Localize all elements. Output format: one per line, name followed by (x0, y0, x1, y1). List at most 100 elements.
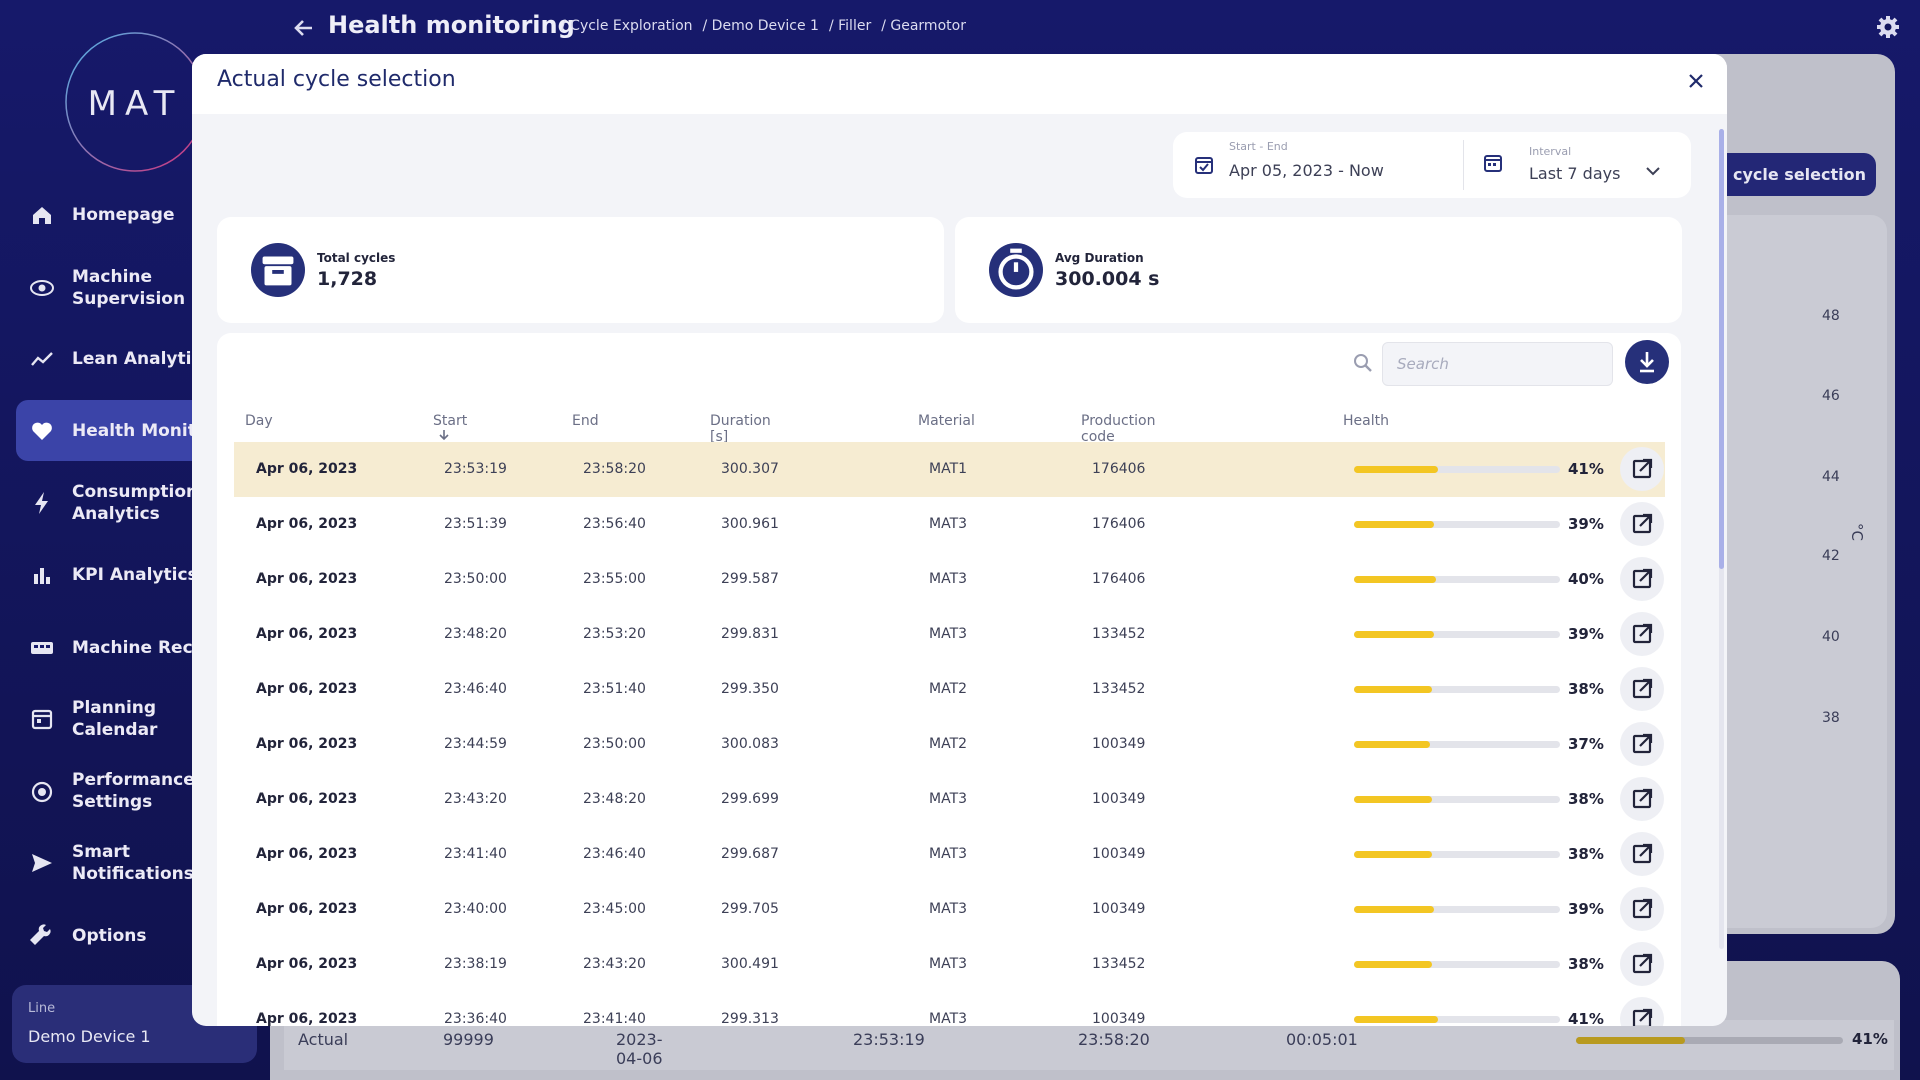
nav-item[interactable]: Consumption Analytics (72, 481, 198, 525)
health-track (1354, 906, 1560, 913)
column-header[interactable]: Day (245, 413, 273, 429)
breadcrumbs: / Cycle Exploration / Demo Device 1 / Fill… (561, 18, 966, 34)
table-row[interactable]: Apr 06, 2023 23:53:19 23:58:20 300.307 MAT1 1… (234, 442, 1665, 498)
table-cell: Apr 06, 2023 (256, 791, 358, 807)
health-label: 38% (1568, 955, 1604, 973)
health-bar (1354, 631, 1435, 638)
open-button[interactable] (1620, 612, 1664, 656)
breadcrumb[interactable]: / Gearmotor (881, 18, 966, 34)
table-row[interactable]: Apr 06, 2023 23:48:20 23:53:20 299.831 MAT3 1… (234, 607, 1665, 663)
search-box[interactable]: Search (1382, 342, 1613, 386)
table-row[interactable]: Apr 06, 2023 23:40:00 23:45:00 299.705 MAT3 1… (234, 882, 1665, 938)
breadcrumb[interactable]: / Demo Device 1 (702, 18, 819, 34)
download-button[interactable] (1625, 340, 1669, 384)
health-track (1354, 961, 1560, 968)
table-cell: Apr 06, 2023 (256, 1011, 358, 1026)
nav-label: Lean Analytics (72, 349, 212, 369)
table-cell: 100349 (1092, 736, 1146, 752)
open-button[interactable] (1620, 722, 1664, 766)
table-row[interactable]: Apr 06, 2023 23:38:19 23:43:20 300.491 MAT3 1… (234, 937, 1665, 993)
table-row[interactable]: Apr 06, 2023 23:46:40 23:51:40 299.350 MAT2 1… (234, 662, 1665, 718)
health-bar (1354, 851, 1433, 858)
settings-icon[interactable] (1876, 15, 1900, 39)
table-row[interactable]: Apr 06, 2023 23:50:00 23:55:00 299.587 MAT3 1… (234, 552, 1665, 608)
open-button[interactable] (1620, 557, 1664, 601)
nav-item[interactable]: Machine Supervision (72, 266, 185, 310)
nav-item[interactable]: KPI Analytics (72, 564, 198, 586)
stat-icon (251, 243, 305, 297)
interval-value[interactable]: Last 7 days (1529, 164, 1621, 183)
bg-cell: 99999 (443, 1030, 494, 1049)
health-bar (1354, 906, 1435, 913)
calendar-icon (1195, 157, 1213, 174)
table-cell: 23:43:20 (583, 956, 646, 972)
open-button[interactable] (1620, 997, 1664, 1026)
table-cell: 23:48:20 (583, 791, 646, 807)
health-track (1354, 686, 1560, 693)
open-button[interactable] (1620, 502, 1664, 546)
table-cell: 299.699 (721, 791, 779, 807)
health-bar (1354, 576, 1437, 583)
modal: Actual cycle selection Start - End Apr 0… (192, 54, 1727, 1026)
health-track (1354, 521, 1560, 528)
table-cell: 100349 (1092, 1011, 1146, 1026)
range-value[interactable]: Apr 05, 2023 - Now (1229, 161, 1384, 180)
table-cell: 300.307 (721, 461, 779, 477)
nav-label: Settings (72, 792, 153, 812)
open-button[interactable] (1620, 887, 1664, 931)
table-cell: 23:53:19 (444, 461, 507, 477)
column-header[interactable]: Duration [s] (710, 413, 771, 445)
health-label: 41% (1568, 1010, 1604, 1026)
nav-item[interactable]: Performance Settings (72, 769, 195, 813)
table-row[interactable]: Apr 06, 2023 23:36:40 23:41:40 299.313 MAT3 1… (234, 992, 1665, 1026)
table-cell: 133452 (1092, 626, 1146, 642)
open-button[interactable] (1620, 832, 1664, 876)
nav-item[interactable]: Lean Analytics (72, 348, 212, 370)
column-header[interactable]: Start (433, 413, 467, 445)
open-button[interactable] (1620, 777, 1664, 821)
scroll-thumb[interactable] (1719, 129, 1724, 569)
nav-label: Notifications (72, 864, 194, 884)
health-bar (1354, 741, 1431, 748)
breadcrumb[interactable]: / Filler (828, 18, 872, 34)
chevron[interactable] (1645, 165, 1661, 177)
table-cell: 299.705 (721, 901, 779, 917)
open-button[interactable] (1620, 942, 1664, 986)
open-button[interactable] (1620, 447, 1664, 491)
table-cell: 23:50:00 (583, 736, 646, 752)
line-label: Line (28, 1001, 56, 1016)
nav-icon (29, 562, 55, 592)
column-header[interactable]: Production code (1081, 413, 1156, 445)
health-bar (1354, 466, 1439, 473)
divider (1463, 140, 1464, 190)
nav-label: Planning (72, 698, 157, 718)
bg-tick-label: 42 (1822, 548, 1840, 564)
table-cell: Apr 06, 2023 (256, 681, 358, 697)
table-cell: 23:56:40 (583, 516, 646, 532)
sort-icon[interactable] (433, 429, 451, 445)
table-row[interactable]: Apr 06, 2023 23:43:20 23:48:20 299.699 MAT3 1… (234, 772, 1665, 828)
column-header[interactable]: Health (1343, 413, 1389, 429)
health-track (1354, 1016, 1560, 1023)
table-cell: 299.313 (721, 1011, 779, 1026)
column-header[interactable]: Material (918, 413, 975, 429)
nav-item[interactable]: Planning Calendar (72, 697, 157, 741)
table-cell: 23:45:00 (583, 901, 646, 917)
breadcrumb[interactable]: / Cycle Exploration (561, 18, 693, 34)
table-row[interactable]: Apr 06, 2023 23:41:40 23:46:40 299.687 MAT3 1… (234, 827, 1665, 883)
back-arrow[interactable] (292, 16, 316, 40)
table-cell: 23:58:20 (583, 461, 646, 477)
open-button[interactable] (1620, 667, 1664, 711)
table-row[interactable]: Apr 06, 2023 23:44:59 23:50:00 300.083 MAT2 1… (234, 717, 1665, 773)
close-button[interactable] (1686, 71, 1706, 91)
nav-item[interactable]: Options (72, 925, 146, 947)
nav-item[interactable]: Smart Notifications (72, 841, 194, 885)
bg-tick-label: 38 (1822, 710, 1840, 726)
column-header[interactable]: End (572, 413, 599, 429)
table-cell: 23:41:40 (444, 846, 507, 862)
nav-item[interactable]: Homepage (72, 204, 175, 226)
table-row[interactable]: Apr 06, 2023 23:51:39 23:56:40 300.961 MAT3 1… (234, 497, 1665, 553)
table-cell: 23:50:00 (444, 571, 507, 587)
table-cell: 23:51:40 (583, 681, 646, 697)
